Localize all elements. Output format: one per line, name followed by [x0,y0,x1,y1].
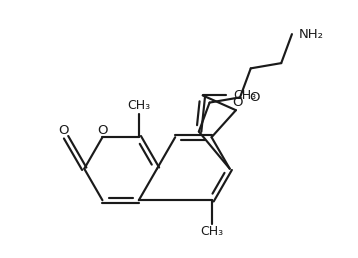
Text: O: O [249,91,260,104]
Text: CH₃: CH₃ [127,99,150,112]
Text: CH₃: CH₃ [200,225,223,238]
Text: O: O [232,96,243,109]
Text: CH₃: CH₃ [233,89,256,102]
Text: O: O [97,124,108,137]
Text: NH₂: NH₂ [299,28,324,41]
Text: O: O [58,124,68,137]
